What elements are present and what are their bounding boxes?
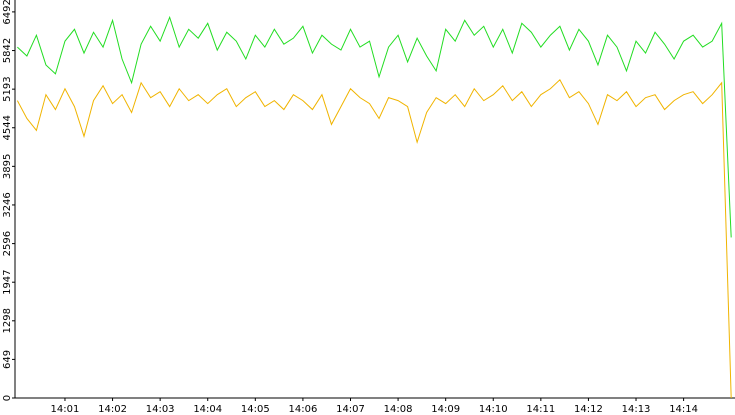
y-tick-label: 3895 bbox=[2, 154, 13, 179]
y-tick-label: 6492 bbox=[2, 0, 13, 25]
y-tick-label: 649 bbox=[2, 350, 13, 369]
y-tick-label: 1298 bbox=[2, 308, 13, 333]
x-tick-label: 14:02 bbox=[98, 404, 127, 415]
y-tick-label: 3246 bbox=[2, 192, 13, 217]
y-tick-label: 0 bbox=[2, 395, 13, 401]
y-tick-label: 2596 bbox=[2, 231, 13, 256]
x-tick-label: 14:04 bbox=[193, 404, 222, 415]
x-tick-label: 14:10 bbox=[479, 404, 508, 415]
y-tick-label: 5193 bbox=[2, 76, 13, 101]
series-line bbox=[16, 78, 732, 399]
x-tick-label: 14:06 bbox=[288, 404, 317, 415]
x-tick-label: 14:13 bbox=[622, 404, 651, 415]
x-tick-label: 14:14 bbox=[669, 404, 698, 415]
x-tick-label: 14:11 bbox=[526, 404, 555, 415]
x-tick-label: 14:05 bbox=[241, 404, 270, 415]
x-tick-label: 14:08 bbox=[384, 404, 413, 415]
x-tick-label: 14:07 bbox=[336, 404, 365, 415]
x-tick-label: 14:03 bbox=[146, 404, 175, 415]
series-line bbox=[17, 15, 732, 238]
y-tick-label: 5842 bbox=[2, 38, 13, 63]
y-tick-label: 1947 bbox=[2, 269, 13, 294]
y-tick-label: 4544 bbox=[2, 115, 13, 140]
x-tick-label: 14:01 bbox=[51, 404, 80, 415]
x-tick-label: 14:09 bbox=[431, 404, 460, 415]
x-tick-label: 14:12 bbox=[574, 404, 603, 415]
